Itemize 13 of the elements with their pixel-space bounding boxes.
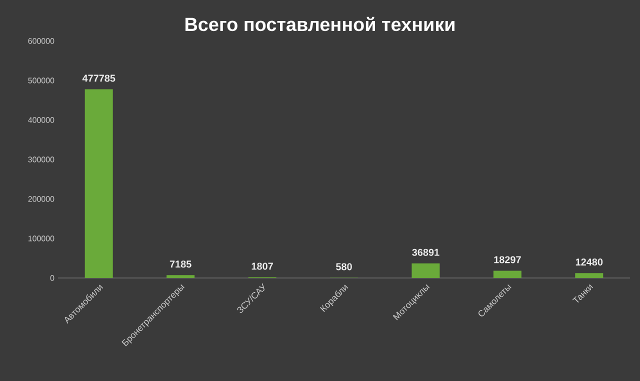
bar: [575, 273, 604, 278]
chart-title: Всего поставленной техники: [186, 16, 454, 32]
data-label: 36891: [412, 248, 440, 256]
data-label: 477785: [82, 74, 116, 82]
bar: [412, 263, 440, 278]
data-label: 18297: [494, 256, 521, 264]
bar: [84, 89, 113, 278]
data-label: 12480: [576, 258, 603, 266]
data-label: 580: [336, 263, 352, 270]
data-label: 1807: [252, 262, 273, 270]
bar: [493, 270, 522, 278]
data-label: 7185: [170, 260, 192, 268]
bar: [166, 275, 195, 278]
